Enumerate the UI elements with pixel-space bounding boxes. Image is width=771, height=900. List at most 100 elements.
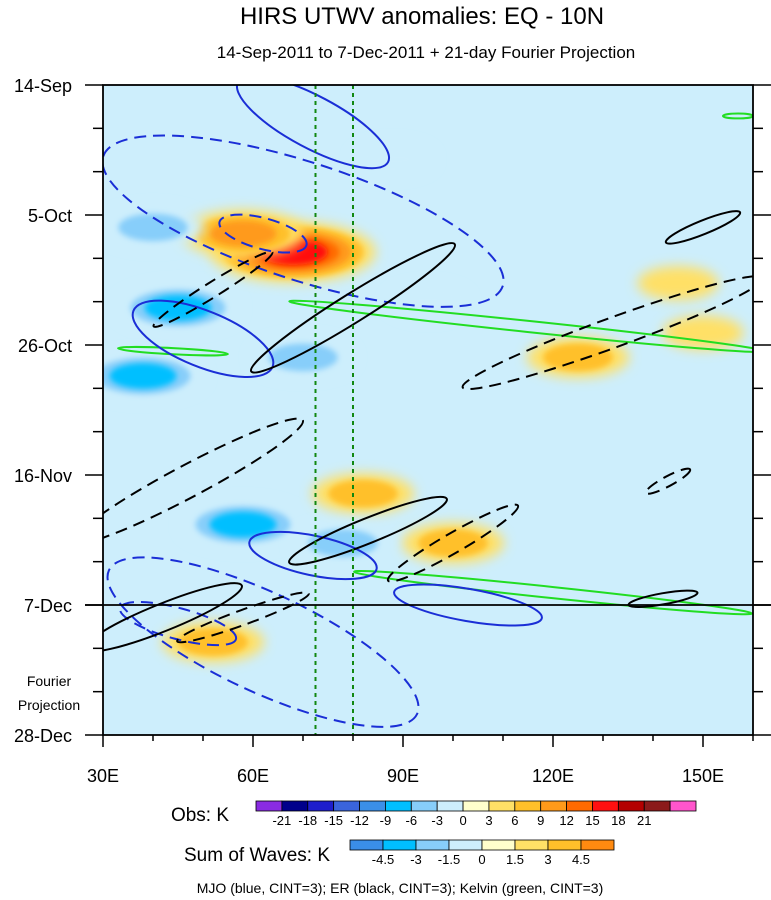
- waves-colorbar: -4.5 -3 -1.5 0 1.5 3 4.5: [349, 839, 615, 867]
- anomaly-field: [103, 142, 744, 663]
- er-contour: [461, 275, 753, 391]
- er-contour: [249, 242, 457, 374]
- anomaly-blob: [352, 142, 434, 177]
- plot-frame: [102, 84, 754, 736]
- obs-colorbar-swatch: [255, 800, 283, 812]
- waves-colorbar-swatch: [415, 839, 450, 851]
- obs-colorbar-label: -3: [431, 813, 443, 828]
- mjo-contour: [235, 85, 391, 170]
- anomaly-blob: [209, 511, 277, 538]
- er-contour: [288, 495, 448, 566]
- obs-colorbar-label: 15: [585, 813, 599, 828]
- obs-colorbar-label: -6: [406, 813, 418, 828]
- x-tick-label: 90E: [387, 766, 419, 786]
- mjo-contour: [218, 213, 308, 254]
- obs-colorbar-swatch: [281, 800, 309, 812]
- obs-colorbar-swatch: [410, 800, 438, 812]
- y-tick-label: 26-Oct: [18, 336, 72, 356]
- obs-colorbar-label: 6: [511, 813, 518, 828]
- obs-colorbar-swatch: [385, 800, 412, 812]
- obs-colorbar-swatch: [514, 800, 542, 812]
- obs-colorbar-label: 3: [485, 813, 492, 828]
- waves-colorbar-label: -4.5: [372, 852, 394, 867]
- waves-colorbar-swatch: [349, 839, 384, 851]
- x-tick-label: 30E: [87, 766, 119, 786]
- chart-title: HIRS UTWV anomalies: EQ - 10N: [240, 3, 604, 30]
- plot-area: 14-Sep 5-Oct 26-Oct 16-Nov 7-Dec 28-Dec 30E 60…: [14, 76, 771, 786]
- waves-colorbar-label: -1.5: [438, 852, 460, 867]
- y-tick-label: 16-Nov: [14, 466, 72, 486]
- obs-colorbar-label: -9: [380, 813, 392, 828]
- anomaly-blob: [543, 343, 613, 372]
- obs-colorbar-label: -12: [350, 813, 369, 828]
- obs-colorbar-swatch: [488, 800, 516, 812]
- mjo-contour: [393, 583, 543, 627]
- obs-colorbar-label: 21: [637, 813, 651, 828]
- kelvin-contour: [353, 569, 753, 616]
- mjo-contour: [118, 601, 238, 647]
- obs-colorbar: -21 -18 -15 -12 -9 -6 -3 0 3 6 9 12 15 18 21: [255, 800, 697, 828]
- waves-colorbar-swatch: [580, 839, 615, 851]
- y-tick-label: 7-Dec: [24, 596, 72, 616]
- anomaly-blob: [178, 628, 248, 656]
- anomaly-blob: [418, 529, 488, 557]
- obs-colorbar-swatch: [669, 800, 697, 812]
- anomaly-blob: [637, 266, 719, 301]
- er-contour: [386, 503, 520, 583]
- anomaly-blob: [209, 220, 277, 247]
- chart-subtitle: 14-Sep-2011 to 7-Dec-2011 + 21-day Fouri…: [217, 43, 635, 62]
- waves-colorbar-swatch: [547, 839, 582, 851]
- y-tick-label: 28-Dec: [14, 726, 72, 746]
- legend-text: MJO (blue, CINT=3); ER (black, CINT=3); …: [197, 880, 604, 896]
- projection-label-line2: Projection: [18, 697, 80, 713]
- obs-colorbar-swatch: [359, 800, 386, 812]
- x-tick-label: 60E: [237, 766, 269, 786]
- waves-colorbar-title: Sum of Waves: K: [184, 845, 330, 866]
- obs-colorbar-swatch: [566, 800, 593, 812]
- obs-colorbar-swatch: [617, 800, 645, 812]
- obs-colorbar-label: 0: [459, 813, 466, 828]
- obs-colorbar-label: 9: [537, 813, 544, 828]
- obs-colorbar-swatch: [462, 800, 490, 812]
- mjo-contour: [248, 530, 378, 581]
- waves-colorbar-swatch: [448, 839, 483, 851]
- anomaly-blob: [109, 363, 177, 389]
- waves-colorbar-swatch: [382, 839, 417, 851]
- x-tick-label: 150E: [682, 766, 724, 786]
- obs-colorbar-label: -21: [272, 813, 291, 828]
- kelvin-contour: [722, 112, 753, 120]
- y-tick-label: 5-Oct: [28, 206, 72, 226]
- anomaly-blob: [387, 284, 469, 319]
- er-contour: [152, 250, 274, 328]
- waves-colorbar-label: 4.5: [572, 852, 590, 867]
- y-tick-label: 14-Sep: [14, 76, 72, 96]
- kelvin-contour: [288, 299, 753, 354]
- waves-colorbar-label: -3: [410, 852, 422, 867]
- waves-colorbar-label: 0: [478, 852, 485, 867]
- anomaly-blob: [268, 343, 338, 372]
- projection-label-line1: Fourier: [27, 673, 72, 689]
- obs-colorbar-swatch: [592, 800, 619, 812]
- y-axis: 14-Sep 5-Oct 26-Oct 16-Nov 7-Dec 28-Dec: [14, 76, 771, 746]
- anomaly-blob: [662, 315, 744, 350]
- waves-colorbar-label: 1.5: [506, 852, 524, 867]
- waves-colorbar-label: 3: [544, 852, 551, 867]
- er-contour: [644, 467, 692, 495]
- obs-colorbar-swatch: [643, 800, 671, 812]
- kelvin-contour: [117, 345, 229, 357]
- obs-colorbar-label: 18: [611, 813, 625, 828]
- obs-colorbar-label: -15: [324, 813, 343, 828]
- obs-colorbar-swatch: [333, 800, 360, 812]
- x-tick-label: 120E: [532, 766, 574, 786]
- waves-colorbar-swatch: [481, 839, 516, 851]
- anomaly-blob: [118, 213, 188, 242]
- obs-colorbar-label: 12: [559, 813, 573, 828]
- anomaly-blob: [328, 479, 398, 508]
- x-axis: 30E 60E 90E 120E 150E: [87, 735, 754, 786]
- obs-colorbar-swatch: [436, 800, 464, 812]
- obs-colorbar-swatch: [307, 800, 335, 812]
- er-contour: [664, 210, 742, 245]
- obs-colorbar-title: Obs: K: [171, 805, 229, 826]
- obs-colorbar-label: -18: [298, 813, 317, 828]
